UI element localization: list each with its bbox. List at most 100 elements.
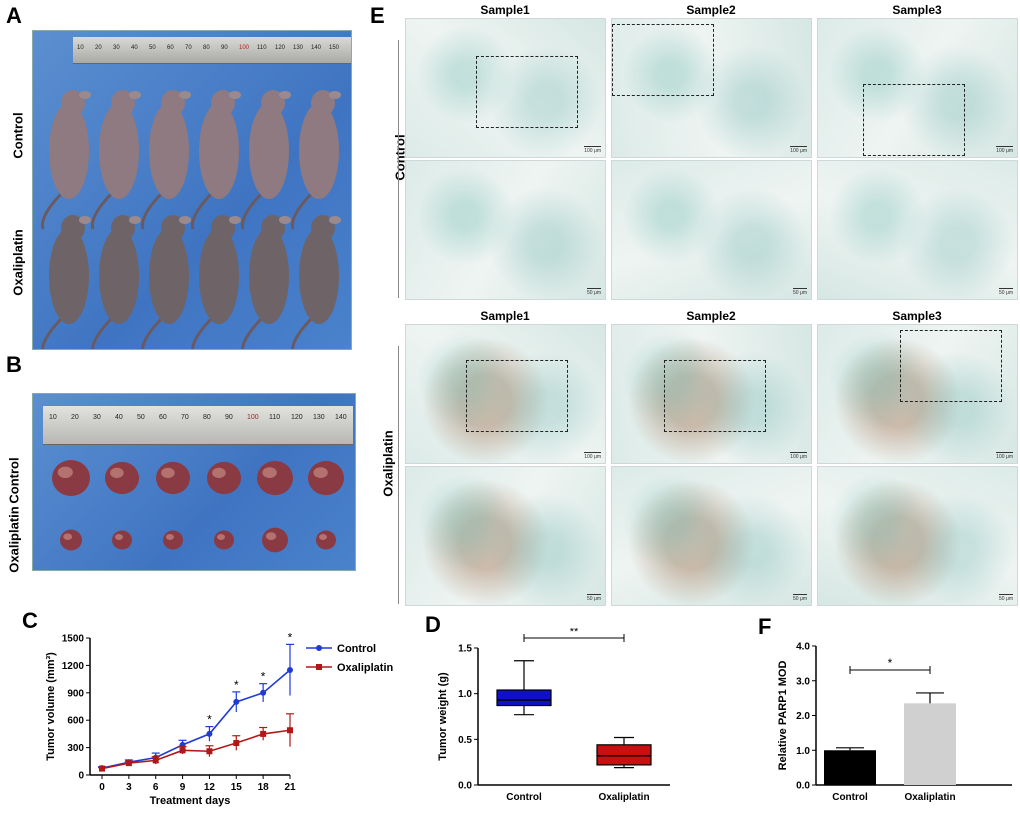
y-tick-label: 600 [67, 716, 84, 727]
y-tick-label: 1.0 [458, 689, 472, 700]
ruler-tick-label: 110 [269, 414, 281, 421]
mouse-ear [279, 91, 291, 99]
mouse-tail [91, 314, 116, 349]
row-label-control-a: Control [10, 112, 26, 159]
mouse-body [249, 103, 289, 199]
tumor-volume-chart: 0 300 600 900 1200 1500 0 3 6 9 12 15 18 21 Treatment … [45, 630, 394, 807]
ruler-tick-label: 130 [293, 45, 304, 51]
mouse-ear [79, 216, 91, 224]
zoom-region-box [476, 56, 578, 128]
data-point [179, 747, 186, 754]
group-bracket-line [398, 40, 399, 298]
mouse-ear [129, 216, 141, 224]
mouse-head [311, 215, 335, 241]
scale-bar-label: 50 μm [999, 288, 1013, 296]
sample-title: Sample3 [892, 309, 942, 323]
y-tick-label: 0 [78, 771, 84, 782]
series-line-1 [101, 729, 291, 770]
mouse-head [161, 215, 185, 241]
scale-bar-label: 100 μm [790, 146, 807, 154]
row-label-oxaliplatin-a: Oxaliplatin [10, 229, 26, 296]
ruler-tick-label: 20 [71, 414, 79, 421]
significance-marker: * [234, 678, 239, 692]
ruler-a: 10 20 30 40 50 60 70 80 90 100 110 120 130 140 150 [73, 37, 351, 64]
x-tick-label: Control [832, 792, 868, 803]
ruler-tick-label: 80 [203, 414, 211, 421]
x-tick-label: 6 [153, 782, 159, 793]
scale-bar-label: 50 μm [587, 594, 601, 602]
y-tick-label: 300 [67, 743, 84, 754]
ruler-tick-label: 50 [149, 45, 156, 51]
mouse-ear [129, 91, 141, 99]
y-tick-label: 2.0 [796, 711, 810, 722]
ruler-tick-label: 10 [49, 414, 57, 421]
tumor [112, 530, 132, 550]
tumor-highlight [265, 532, 277, 540]
ruler-tick-label: 70 [181, 414, 189, 421]
mouse-head [111, 90, 135, 116]
mouse-tail [240, 189, 266, 230]
zoom-region-box [612, 24, 714, 96]
y-tick-label: 4.0 [796, 642, 810, 653]
ruler-tick-label: 120 [275, 45, 286, 51]
y-tick-label: 0.0 [796, 781, 810, 792]
tumor-highlight [217, 534, 225, 540]
y-tick-label: 1.0 [796, 746, 810, 757]
mouse-tail [140, 189, 166, 230]
panel-label-e: E [370, 3, 385, 28]
panel-label-c: C [22, 608, 38, 633]
mouse-head [61, 90, 85, 116]
x-tick-label: 21 [284, 782, 296, 793]
ruler-tick-label: 150 [329, 45, 340, 51]
mouse-tail [291, 314, 316, 349]
y-tick-label: 3.0 [796, 676, 810, 687]
ruler-tick-label: 130 [313, 414, 325, 421]
mouse-body [149, 228, 189, 324]
scale-bar-label: 100 μm [584, 146, 601, 154]
ruler-tick-label: 30 [93, 414, 101, 421]
ihc-high-mag-image: 50 μm [405, 160, 606, 300]
ruler-tick-label: 70 [185, 45, 192, 51]
mouse-ear [229, 216, 241, 224]
mouse-ear [329, 216, 341, 224]
ruler-tick-label: 60 [167, 45, 174, 51]
ihc-low-mag-image: 100 μm [611, 324, 812, 464]
x-tick-label: 9 [180, 782, 186, 793]
data-point [260, 689, 267, 696]
significance-marker: * [288, 630, 293, 644]
mouse-tail [141, 314, 166, 349]
mouse-body [199, 103, 239, 199]
mouse-ear [229, 91, 241, 99]
scale-bar-label: 50 μm [999, 594, 1013, 602]
ihc-high-mag-image: 50 μm [611, 466, 812, 606]
sample-title: Sample2 [686, 3, 736, 17]
mouse-body [49, 103, 89, 199]
ruler-tick-label: 20 [95, 45, 102, 51]
ihc-high-mag-image: 50 μm [817, 466, 1018, 606]
mouse-ear [179, 216, 191, 224]
legend-label: Control [337, 643, 376, 655]
scale-bar-label: 100 μm [790, 452, 807, 460]
tumor [262, 527, 288, 553]
mouse-head [261, 215, 285, 241]
series-line-0 [101, 669, 291, 769]
tumor [105, 461, 139, 495]
data-point [287, 666, 293, 673]
mouse-tail [40, 189, 66, 230]
mouse-head [311, 90, 335, 116]
panel-label-b: B [6, 352, 22, 377]
significance-marker: * [888, 656, 893, 670]
mouse-body [149, 103, 189, 199]
x-tick-label: Oxaliplatin [598, 792, 649, 803]
ruler-tick-label: 40 [115, 414, 123, 421]
legend-marker [316, 645, 322, 651]
tumor-weight-chart: 0.0 0.5 1.0 1.5 Tumor weight (g) Control Oxali… [437, 628, 670, 803]
x-tick-label: 18 [258, 782, 270, 793]
ruler-tick-label: 90 [225, 414, 233, 421]
data-point [260, 730, 267, 737]
tumor [316, 530, 336, 550]
ruler-tick-label: 140 [335, 414, 347, 421]
tumor [60, 529, 82, 551]
sample-title: Sample3 [892, 3, 942, 17]
box-0 [496, 689, 552, 707]
